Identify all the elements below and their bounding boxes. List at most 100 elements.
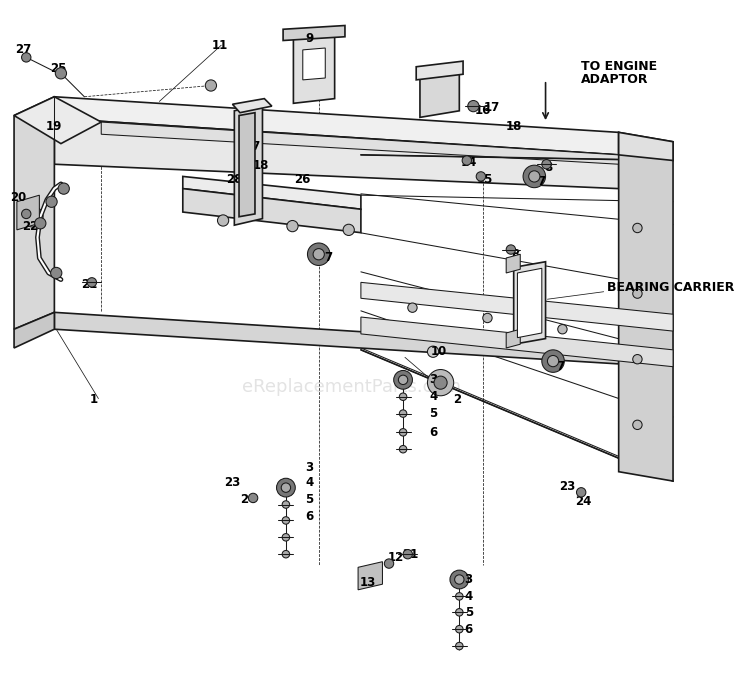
Polygon shape: [361, 317, 673, 367]
Text: 18: 18: [506, 120, 522, 133]
Text: 22: 22: [22, 220, 38, 233]
Polygon shape: [619, 132, 673, 481]
Polygon shape: [506, 254, 520, 273]
Text: 4: 4: [429, 390, 437, 403]
Circle shape: [548, 355, 559, 367]
Circle shape: [450, 570, 469, 589]
Text: 11: 11: [212, 39, 229, 51]
Circle shape: [633, 354, 642, 364]
Circle shape: [468, 101, 479, 112]
Circle shape: [384, 559, 394, 569]
Polygon shape: [234, 104, 262, 225]
Polygon shape: [283, 26, 345, 40]
Polygon shape: [420, 67, 459, 117]
Text: 27: 27: [15, 43, 32, 56]
Circle shape: [56, 67, 67, 79]
Text: 24: 24: [240, 493, 256, 507]
Circle shape: [399, 410, 406, 417]
Text: 4: 4: [464, 590, 472, 603]
Circle shape: [454, 575, 464, 584]
Text: 7: 7: [556, 360, 565, 373]
Text: 3: 3: [429, 373, 437, 386]
Circle shape: [455, 642, 463, 650]
Circle shape: [87, 278, 97, 287]
Circle shape: [281, 483, 290, 492]
Polygon shape: [619, 132, 673, 161]
Circle shape: [434, 376, 447, 389]
Circle shape: [529, 171, 540, 182]
Polygon shape: [232, 99, 272, 113]
Circle shape: [282, 501, 290, 508]
Circle shape: [399, 393, 406, 400]
Circle shape: [46, 196, 57, 207]
Circle shape: [633, 420, 642, 430]
Polygon shape: [54, 97, 619, 155]
Circle shape: [308, 243, 330, 265]
Text: 14: 14: [460, 156, 477, 169]
Text: 23: 23: [559, 480, 575, 493]
Text: 25: 25: [50, 62, 66, 75]
Text: 20: 20: [10, 192, 27, 204]
Circle shape: [206, 80, 217, 91]
Polygon shape: [506, 329, 520, 348]
Text: 23: 23: [224, 477, 241, 489]
Circle shape: [282, 534, 290, 541]
Text: 17: 17: [484, 101, 500, 115]
Text: 17: 17: [245, 140, 261, 153]
Text: 3: 3: [305, 461, 314, 473]
Circle shape: [217, 215, 229, 226]
Polygon shape: [303, 48, 326, 80]
Text: 9: 9: [305, 32, 314, 45]
Circle shape: [34, 218, 46, 229]
Polygon shape: [416, 61, 463, 80]
Circle shape: [50, 268, 62, 279]
Circle shape: [455, 609, 463, 616]
Text: 5: 5: [429, 407, 437, 420]
Text: 10: 10: [430, 345, 447, 358]
Text: 21: 21: [81, 278, 98, 291]
Circle shape: [408, 303, 417, 312]
Circle shape: [22, 209, 31, 219]
Circle shape: [398, 375, 408, 384]
Polygon shape: [54, 118, 619, 188]
Text: 1: 1: [90, 393, 98, 406]
Circle shape: [633, 223, 642, 233]
Circle shape: [633, 289, 642, 298]
Circle shape: [506, 245, 515, 254]
Polygon shape: [183, 188, 361, 233]
Text: 6: 6: [464, 623, 472, 636]
Polygon shape: [101, 122, 619, 164]
Circle shape: [577, 488, 586, 497]
Text: 16: 16: [475, 104, 491, 117]
Circle shape: [399, 429, 406, 436]
Circle shape: [427, 346, 439, 357]
Text: 8: 8: [544, 161, 553, 174]
Text: 4: 4: [305, 477, 314, 489]
Circle shape: [542, 160, 551, 169]
Circle shape: [22, 53, 31, 62]
Circle shape: [282, 516, 290, 524]
Circle shape: [286, 220, 298, 231]
Text: BEARING CARRIER: BEARING CARRIER: [608, 281, 735, 293]
Polygon shape: [361, 282, 673, 331]
Circle shape: [399, 445, 406, 453]
Circle shape: [313, 249, 324, 260]
Text: 6: 6: [429, 426, 437, 439]
Circle shape: [58, 183, 69, 194]
Text: 18: 18: [253, 158, 268, 172]
Text: eReplacementParts.com: eReplacementParts.com: [242, 378, 461, 396]
Polygon shape: [14, 97, 101, 144]
Text: 21: 21: [403, 548, 418, 561]
Text: 7: 7: [537, 174, 545, 188]
Circle shape: [403, 550, 412, 559]
Polygon shape: [14, 312, 54, 348]
Circle shape: [476, 172, 485, 181]
Circle shape: [558, 325, 567, 334]
Circle shape: [462, 156, 472, 165]
Text: 24: 24: [574, 496, 591, 508]
Text: 28: 28: [226, 173, 242, 186]
Polygon shape: [183, 177, 361, 209]
Polygon shape: [518, 268, 542, 338]
Circle shape: [455, 593, 463, 600]
Polygon shape: [16, 195, 39, 230]
